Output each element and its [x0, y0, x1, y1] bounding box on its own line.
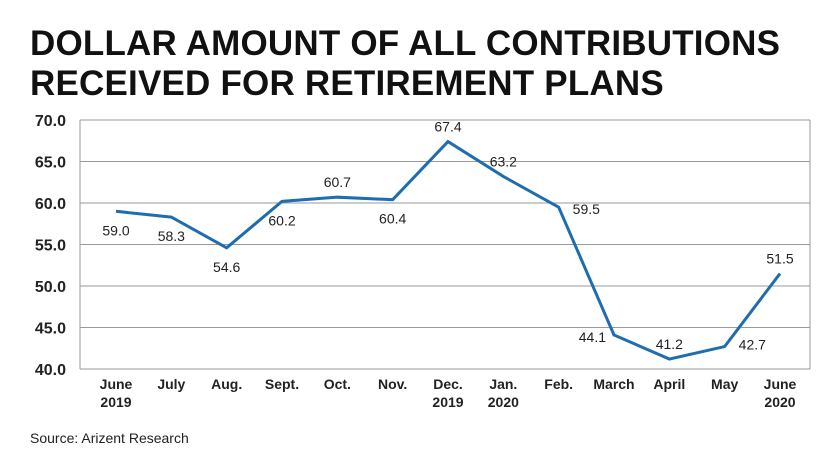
- y-tick-label: 70.0: [35, 113, 66, 130]
- x-tick-label: Nov.: [378, 376, 407, 392]
- x-tick-label: March: [593, 376, 634, 392]
- chart-title: DOLLAR AMOUNT OF ALL CONTRIBUTIONS RECEI…: [30, 24, 820, 104]
- data-label: 67.4: [434, 119, 461, 135]
- data-label: 59.5: [573, 201, 600, 217]
- x-tick-label: May: [711, 376, 738, 392]
- x-tick-label: Jan.: [489, 376, 517, 392]
- y-tick-label: 40.0: [35, 362, 66, 379]
- chart-title-line-2: RECEIVED FOR RETIREMENT PLANS: [30, 64, 664, 103]
- x-tick-label: April: [653, 376, 685, 392]
- series-line-layer: [115, 139, 782, 361]
- x-axis-tick-labels: June 2019 July Aug. Sept. Oct. Nov. Dec. 2019 Jan…: [100, 376, 797, 410]
- data-label: 60.2: [268, 212, 295, 228]
- x-tick-label: June: [100, 376, 133, 392]
- data-label: 54.6: [213, 259, 240, 275]
- x-tick-label: Sept.: [265, 376, 299, 392]
- data-label: 60.4: [379, 211, 406, 227]
- x-tick-label: July: [157, 376, 185, 392]
- data-label: 51.5: [766, 251, 793, 267]
- data-label: 41.2: [656, 336, 683, 352]
- x-tick-label: 2019: [100, 394, 131, 410]
- data-label: 58.3: [158, 228, 185, 244]
- data-label-layer: 59.0 58.3 54.6 60.2 60.7 60.4 67.4 63.2 59.5 44.1…: [102, 119, 793, 353]
- x-tick-label: Dec.: [433, 376, 463, 392]
- source-note: Source: Arizent Research: [30, 430, 189, 446]
- chart-title-line-1: DOLLAR AMOUNT OF ALL CONTRIBUTIONS: [30, 24, 781, 63]
- data-label: 63.2: [490, 153, 517, 169]
- y-tick-label: 65.0: [35, 155, 66, 172]
- data-label: 42.7: [739, 337, 766, 353]
- x-tick-label: June: [764, 376, 797, 392]
- series-line: [115, 139, 782, 361]
- y-tick-label: 45.0: [35, 321, 66, 338]
- y-tick-label: 55.0: [35, 238, 66, 255]
- x-tick-label: Aug.: [211, 376, 242, 392]
- x-tick-label: 2019: [432, 394, 463, 410]
- plot-frame: [79, 120, 811, 369]
- y-tick-label: 60.0: [35, 196, 66, 213]
- y-axis-tick-labels: 40.0 45.0 50.0 55.0 60.0 65.0 70.0: [35, 113, 66, 379]
- x-tick-label: 2020: [764, 394, 795, 410]
- x-tick-label: 2020: [488, 394, 519, 410]
- data-label: 60.7: [324, 174, 351, 190]
- gridlines: [80, 119, 810, 370]
- y-tick-label: 50.0: [35, 279, 66, 296]
- data-label: 59.0: [102, 222, 129, 238]
- x-tick-label: Oct.: [324, 376, 351, 392]
- data-label: 44.1: [579, 329, 606, 345]
- x-tick-label: Feb.: [544, 376, 573, 392]
